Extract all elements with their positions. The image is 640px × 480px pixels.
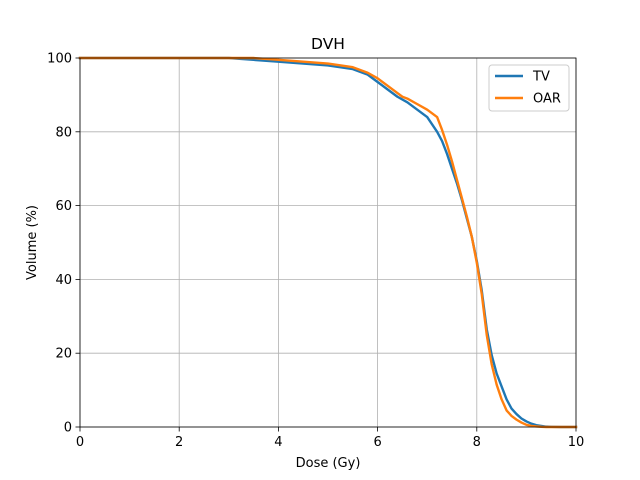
y-tick-label: 80 [55, 125, 72, 140]
series-line-oar [78, 56, 578, 429]
y-tick-label: 40 [55, 273, 72, 288]
chart-title: DVH [311, 35, 345, 53]
x-tick-label: 8 [473, 435, 481, 450]
x-axis-title: Dose (Gy) [296, 456, 361, 471]
legend-label-oar: OAR [533, 92, 561, 107]
x-tick-label: 4 [274, 435, 282, 450]
y-tick-label: 0 [64, 421, 72, 436]
x-tick-label: 6 [373, 435, 381, 450]
x-tick-label: 2 [175, 435, 183, 450]
legend: TV OAR [488, 64, 570, 112]
axes-frame [79, 57, 577, 428]
legend-label-tv: TV [532, 70, 550, 85]
y-tick-label: 60 [55, 199, 72, 214]
x-tick-label: 0 [76, 435, 84, 450]
x-tick-label: 10 [568, 435, 585, 450]
grid [79, 57, 577, 428]
y-axis-title: Volume (%) [25, 205, 40, 280]
y-tick-label: 100 [47, 52, 72, 67]
y-tick-label: 20 [55, 347, 72, 362]
plot-series [78, 56, 578, 429]
